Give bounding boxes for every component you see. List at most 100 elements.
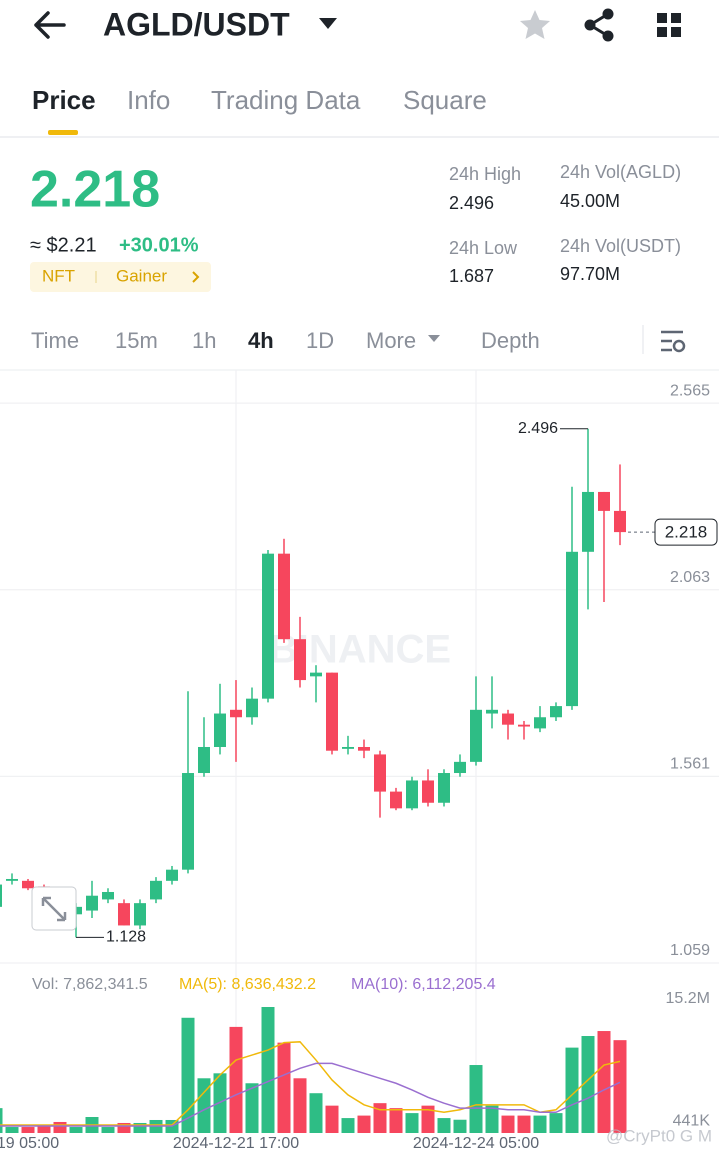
volume-bar — [357, 1115, 371, 1133]
volume-bar — [421, 1105, 435, 1133]
volume-bar — [37, 1125, 51, 1133]
volume-bar — [533, 1115, 547, 1133]
interval-depth[interactable]: Depth — [481, 328, 540, 353]
x-tick-label: 2024-12-19 05:00 — [0, 1135, 59, 1152]
volume-bar — [69, 1127, 83, 1133]
candle-body — [182, 773, 194, 870]
tag-box[interactable] — [30, 262, 211, 292]
volume-tick-label: 15.2M — [666, 990, 710, 1007]
candle-body — [534, 717, 546, 729]
candle-body — [582, 491, 594, 552]
candle-body — [358, 746, 370, 751]
ma5-line — [0, 1041, 621, 1126]
candle-body — [262, 553, 274, 699]
expand-button[interactable] — [31, 886, 77, 931]
volume-bar — [53, 1121, 67, 1133]
fiat-price: ≈ $2.21 — [30, 234, 97, 256]
volume-bar — [133, 1122, 147, 1133]
volume-bar — [261, 1007, 275, 1133]
interval-active[interactable]: 4h — [248, 328, 274, 353]
interval-more[interactable]: More — [366, 328, 416, 353]
volume-bar — [389, 1108, 403, 1133]
volume-bar — [309, 1093, 323, 1133]
volume-bar — [437, 1118, 451, 1133]
tab-info[interactable]: Info — [127, 85, 170, 115]
candle-body — [390, 791, 402, 809]
volume-bar — [517, 1115, 531, 1133]
volume-bar — [5, 1127, 19, 1133]
volume-bar — [101, 1127, 115, 1133]
candle-body — [294, 639, 306, 681]
volume-bar — [0, 1108, 3, 1133]
volume-bar — [485, 1105, 499, 1133]
volume-bar — [325, 1105, 339, 1133]
candle-body — [326, 672, 338, 751]
volume-bar — [229, 1026, 243, 1133]
x-tick-label: 2024-12-21 17:00 — [173, 1135, 299, 1152]
volume-bar — [501, 1115, 515, 1133]
volume-bar — [453, 1119, 467, 1133]
stat-value: 45.00M — [560, 191, 620, 211]
x-tick-label: 2024-12-24 05:00 — [413, 1135, 539, 1152]
tab-trading-data[interactable]: Trading Data — [211, 85, 361, 115]
candle-body — [6, 878, 18, 881]
ma5-legend: MA(5): 8,636,432.2 — [179, 976, 316, 993]
candle-body — [214, 713, 226, 747]
volume-bar — [245, 1083, 259, 1133]
stat-value: 97.70M — [560, 264, 620, 284]
tag-chevron — [192, 271, 200, 283]
candle-body — [310, 672, 322, 677]
stat-label: 24h High — [449, 164, 521, 184]
candle-body — [598, 491, 610, 511]
volume-bar — [197, 1078, 211, 1133]
chart-settings-icon[interactable] — [661, 330, 686, 353]
ma10-legend: MA(10): 6,112,205.4 — [351, 976, 496, 993]
interval[interactable]: 1D — [306, 328, 334, 353]
volume-bar — [117, 1122, 131, 1133]
volume-bar — [469, 1065, 483, 1133]
grid-menu-icon[interactable] — [657, 13, 681, 37]
low-label: 1.128 — [106, 929, 146, 946]
volume-bar — [293, 1078, 307, 1133]
interval[interactable]: 1h — [192, 328, 216, 353]
candle-body — [278, 553, 290, 640]
candle-body — [118, 903, 130, 926]
interval[interactable]: Time — [31, 328, 79, 353]
candle-body — [22, 880, 34, 889]
candle-body — [374, 754, 386, 792]
candle-body — [166, 869, 178, 881]
volume-bar — [597, 1031, 611, 1133]
tab-square[interactable]: Square — [403, 85, 487, 115]
candle-body — [566, 551, 578, 707]
stat-label: 24h Vol(USDT) — [560, 236, 681, 256]
volume-bar — [405, 1113, 419, 1133]
back-button[interactable] — [34, 11, 66, 39]
price-change: +30.01% — [119, 234, 199, 256]
tag-gainer[interactable]: Gainer — [116, 266, 167, 285]
pair-dropdown[interactable] — [319, 18, 337, 29]
candle-body — [342, 746, 354, 749]
last-price-tag: 2.218 — [665, 523, 708, 542]
favorite-icon[interactable] — [520, 10, 550, 39]
tab-indicator — [48, 130, 78, 135]
volume-bar — [581, 1036, 595, 1133]
tab-price[interactable]: Price — [32, 85, 96, 115]
volume-bar — [21, 1127, 35, 1133]
candle-body — [438, 773, 450, 803]
candle-body — [518, 724, 530, 727]
last-price-box — [654, 518, 718, 546]
pair-title[interactable]: AGLD/USDT — [103, 6, 290, 42]
volume-bar — [373, 1103, 387, 1133]
candle-body — [422, 780, 434, 803]
y-tick-label: 1.561 — [670, 756, 710, 773]
candle-body — [454, 761, 466, 774]
stat-value: 1.687 — [449, 266, 494, 286]
interval[interactable]: 15m — [115, 328, 158, 353]
tag-nft[interactable]: NFT — [42, 266, 75, 285]
y-tick-label: 2.063 — [670, 569, 710, 586]
volume-legend: Vol: 7,862,341.5 — [32, 976, 148, 993]
share-icon[interactable] — [584, 8, 614, 42]
y-tick-label: 1.059 — [670, 942, 710, 959]
